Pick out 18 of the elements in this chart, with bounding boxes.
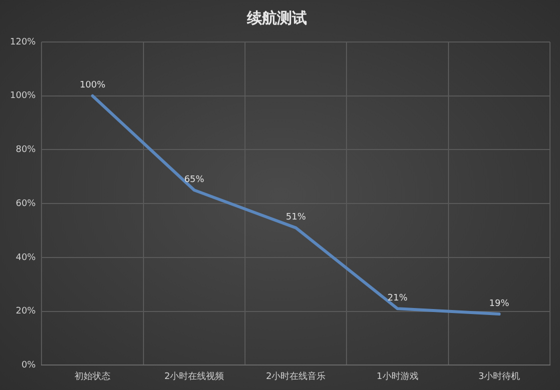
data-label: 65% — [184, 174, 205, 185]
y-tick-label: 20% — [16, 306, 36, 317]
y-tick-label: 40% — [16, 252, 36, 263]
y-tick-label: 80% — [16, 145, 36, 156]
data-label: 100% — [80, 80, 106, 91]
data-label: 21% — [388, 293, 408, 304]
y-tick-label: 100% — [10, 91, 36, 102]
x-tick-label: 2小时在线视频 — [164, 370, 224, 382]
y-tick-label: 0% — [21, 360, 36, 371]
data-label: 19% — [489, 298, 510, 309]
x-tick-label: 3小时待机 — [478, 370, 520, 382]
x-tick-label: 1小时游戏 — [376, 370, 418, 382]
chart-title: 续航测试 — [246, 8, 307, 27]
x-tick-label: 2小时在线音乐 — [266, 370, 326, 382]
x-tick-label: 初始状态 — [74, 370, 111, 382]
y-tick-label: 60% — [16, 198, 36, 209]
y-tick-label: 120% — [10, 37, 36, 48]
data-label: 51% — [286, 212, 306, 223]
